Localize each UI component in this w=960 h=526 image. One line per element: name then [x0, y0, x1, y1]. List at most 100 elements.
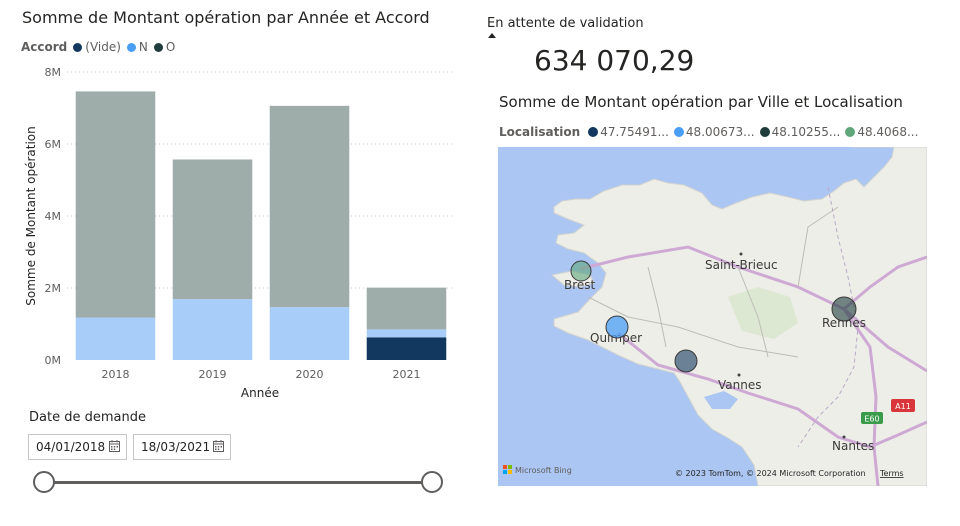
map-bubble-48-10255[interactable]	[831, 296, 857, 322]
city-label-vannes: Vannes	[718, 378, 761, 392]
start-date-input[interactable]: 04/01/2018	[28, 434, 127, 460]
city-dot	[842, 435, 846, 439]
map-legend-item[interactable]: 48.10255...	[759, 125, 841, 139]
map-terms-link[interactable]: Terms	[879, 469, 904, 478]
map-bubble-48-00673[interactable]	[605, 315, 629, 339]
map-attribution: © 2023 TomTom, © 2024 Microsoft Corporat…	[675, 469, 866, 478]
x-tick-label: 2018	[102, 368, 130, 381]
map-road	[647, 266, 667, 348]
map-city-labels: Brest Saint-Brieuc Rennes Quimper Vannes…	[564, 258, 874, 453]
map-legend-item[interactable]: 48.00673...	[673, 125, 755, 139]
map-legend-title: Localisation	[499, 125, 581, 139]
legend-item-vide[interactable]: (Vide)	[73, 40, 121, 54]
legend-dot-o	[153, 42, 163, 52]
bar-chart-x-axis-label: Année	[241, 386, 279, 400]
road-badge-e60: E60	[861, 412, 883, 424]
y-tick-label: 2M	[45, 282, 62, 295]
map-road	[617, 331, 871, 449]
map-canvas[interactable]: E60 A11 Brest Saint-Brieuc Rennes Quimpe…	[498, 147, 927, 486]
slider-end-handle[interactable]	[421, 471, 443, 493]
legend-label-vide: (Vide)	[85, 40, 121, 54]
map-region-boundary	[797, 186, 859, 448]
date-range-slider-track[interactable]	[45, 481, 433, 484]
map-legend-dot	[759, 127, 770, 137]
bar-chart-y-ticks: 0M 2M 4M 6M 8M	[45, 66, 62, 367]
bar-segment[interactable]	[75, 91, 156, 318]
city-label-rennes: Rennes	[822, 316, 866, 330]
microsoft-bing-logo: Microsoft Bing	[503, 465, 572, 475]
legend-label-o: O	[165, 40, 176, 54]
map-legend-dot	[588, 127, 599, 137]
bar-segment[interactable]	[366, 287, 447, 330]
map-road	[737, 266, 769, 358]
bar-chart-title: Somme de Montant opération par Année et …	[22, 8, 430, 27]
bar-segment[interactable]	[269, 105, 350, 308]
bar-segment[interactable]	[366, 329, 447, 338]
map-legend-item[interactable]: 48.4068...	[845, 125, 918, 139]
y-tick-label: 0M	[45, 354, 62, 367]
x-tick-label: 2020	[296, 368, 324, 381]
map-forest	[728, 287, 798, 339]
bar-segment[interactable]	[366, 337, 447, 360]
map-legend-label: 48.00673...	[685, 125, 755, 139]
caret-up-icon	[488, 33, 496, 38]
legend-item-o[interactable]: O	[153, 40, 176, 54]
city-label-brest: Brest	[564, 278, 596, 292]
y-tick-label: 4M	[45, 210, 62, 223]
card-value: 634 070,29	[534, 44, 695, 77]
y-tick-label: 6M	[45, 138, 62, 151]
city-label-nantes: Nantes	[832, 439, 874, 453]
city-dot	[737, 373, 741, 377]
map-legend-dot	[845, 127, 856, 137]
slider-start-handle[interactable]	[33, 471, 55, 493]
bar-chart-x-ticks: 2018 2019 2020 2021	[102, 368, 421, 381]
date-slicer-title: Date de demande	[29, 410, 146, 425]
map-road	[579, 245, 845, 311]
calendar-icon[interactable]	[213, 440, 224, 452]
map-road	[843, 255, 927, 311]
map-road	[587, 296, 799, 358]
legend-title: Accord	[21, 40, 68, 54]
bar-segment[interactable]	[75, 317, 156, 360]
legend-label-n: N	[138, 40, 148, 54]
y-tick-label: 8M	[45, 66, 62, 79]
map-legend: Localisation 47.75491... 48.00673... 48.…	[499, 125, 923, 139]
city-dot	[739, 252, 743, 256]
map-road	[797, 206, 839, 288]
map-legend-label: 48.10255...	[771, 125, 841, 139]
bar-segment[interactable]	[172, 299, 253, 360]
bar-chart-y-axis-label: Somme de Montant opération	[24, 126, 38, 305]
bar-segment[interactable]	[172, 159, 253, 300]
card-label: En attente de validation	[487, 16, 644, 31]
map-road	[843, 307, 927, 373]
map-legend-dot	[673, 127, 684, 137]
bar-chart: 0M 2M 4M 6M 8M 2018 2019 2020 2021 Somme de Mon…	[24, 66, 455, 400]
map-road	[842, 308, 880, 486]
road-badge-a11-label: A11	[895, 402, 911, 411]
bing-provider-label: Microsoft Bing	[515, 466, 572, 475]
map-legend-item[interactable]: 47.75491...	[588, 125, 669, 139]
calendar-icon[interactable]	[109, 440, 120, 452]
bar-segment[interactable]	[269, 307, 350, 360]
legend-item-n[interactable]: N	[126, 40, 148, 54]
map-land	[704, 391, 738, 409]
x-tick-label: 2019	[199, 368, 227, 381]
map-roads	[579, 206, 927, 486]
map-bubble-47-75491[interactable]	[674, 349, 698, 373]
road-badge-e60-label: E60	[864, 415, 879, 424]
map-title: Somme de Montant opération par Ville et …	[499, 93, 903, 111]
bar-chart-bars[interactable]	[75, 91, 447, 360]
map-bubble-48-4068[interactable]	[570, 260, 592, 282]
start-date-value: 04/01/2018	[36, 440, 106, 454]
map-legend-label: 47.75491...	[600, 125, 669, 139]
map-legend-label: 48.4068...	[857, 125, 919, 139]
map-road	[869, 420, 927, 449]
bar-chart-legend: Accord (Vide) N O	[21, 40, 181, 54]
end-date-value: 18/03/2021	[141, 440, 211, 454]
city-label-saint-brieuc: Saint-Brieuc	[705, 258, 778, 272]
road-badge-a11: A11	[891, 399, 915, 412]
legend-dot-n	[126, 42, 136, 52]
legend-dot-vide	[73, 42, 83, 52]
x-tick-label: 2021	[393, 368, 421, 381]
end-date-input[interactable]: 18/03/2021	[133, 434, 231, 460]
